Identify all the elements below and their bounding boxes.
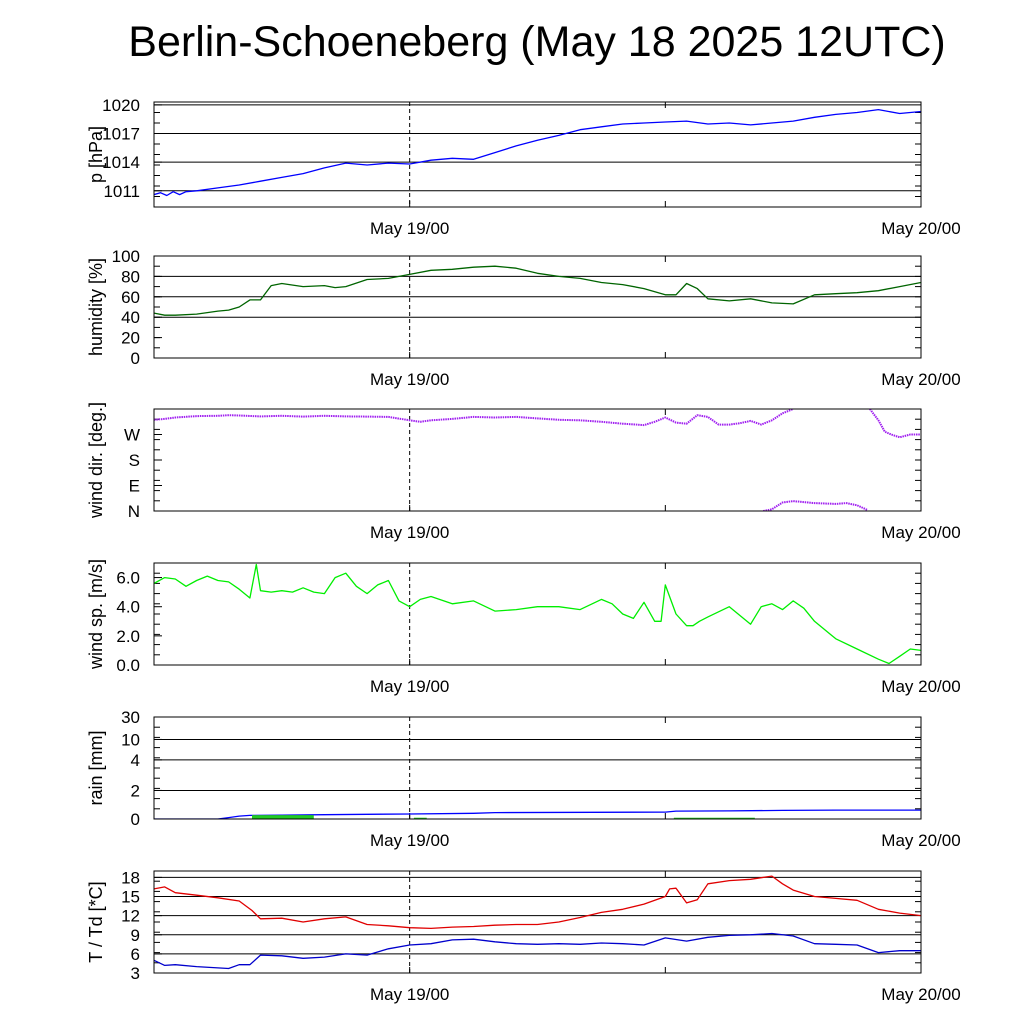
- y-tick-label: 12: [121, 907, 140, 926]
- x-tick-label: May 19/00: [370, 523, 449, 542]
- plot-frame: [153, 870, 922, 974]
- plot-frame: [153, 562, 922, 666]
- series-line-rain-0-0: [154, 809, 921, 819]
- plot-frame: [153, 716, 922, 820]
- panel-pressure: 1011 1014 1017 1020 p [hPa] May 19/00 May 20/0…: [86, 96, 961, 238]
- y-tick-label: 9: [131, 926, 140, 945]
- y-tick-label: 4.0: [116, 598, 140, 617]
- x-tick-label: May 20/00: [881, 219, 960, 238]
- plot-frame: [153, 101, 922, 208]
- plot-frame: [153, 255, 922, 359]
- y-tick-label: 10: [121, 730, 140, 749]
- y-axis-label: wind sp. [m/s]: [86, 559, 106, 670]
- x-tick-label: May 19/00: [370, 985, 449, 1004]
- y-tick-label: 0: [131, 810, 140, 829]
- series-line-wind_direction-0-0: [154, 409, 794, 427]
- y-tick-label: 1011: [103, 182, 140, 201]
- panel-rain: 0 2 4 10 30 rain [mm] May 19/00 May 20/00: [86, 708, 961, 850]
- x-tick-label: May 19/00: [370, 370, 449, 389]
- y-tick-label: 15: [121, 888, 140, 907]
- y-axis-label: p [hPa]: [86, 126, 106, 183]
- series-line-wind_direction-0-2: [763, 500, 869, 511]
- y-tick-label: 60: [121, 288, 140, 307]
- y-tick-label: 1017: [102, 125, 140, 144]
- y-tick-label: 2: [131, 781, 140, 800]
- y-tick-label: W: [124, 426, 140, 445]
- y-tick-label: 0: [131, 349, 140, 368]
- y-tick-label: 80: [121, 267, 140, 286]
- y-tick-label: E: [129, 477, 140, 496]
- series-line-wind_speed-0-0: [154, 563, 921, 665]
- x-tick-label: May 20/00: [881, 370, 960, 389]
- y-tick-label: 18: [121, 868, 140, 887]
- rain-rate-bar: [413, 817, 427, 819]
- y-tick-label: 3: [131, 964, 140, 983]
- y-tick-label: 6: [131, 945, 140, 964]
- x-tick-label: May 19/00: [370, 677, 449, 696]
- series-line-temperature-0-0: [154, 875, 921, 930]
- series-line-humidity-0-0: [154, 265, 921, 316]
- y-axis-label: wind dir. [deg.]: [86, 402, 106, 519]
- x-tick-label: May 20/00: [881, 831, 960, 850]
- x-tick-label: May 20/00: [881, 523, 960, 542]
- y-tick-label: 1014: [102, 153, 140, 172]
- y-tick-label: 0.0: [116, 656, 140, 675]
- y-tick-label: 1020: [102, 96, 140, 115]
- rain-rate-bar: [252, 815, 314, 819]
- y-axis-label: rain [mm]: [86, 730, 106, 805]
- x-tick-label: May 20/00: [881, 677, 960, 696]
- x-tick-label: May 19/00: [370, 219, 449, 238]
- series-line-pressure-0-0: [154, 108, 921, 197]
- y-tick-label: 20: [121, 329, 140, 348]
- series-line-wind_direction-0-1: [869, 409, 921, 439]
- chart-title: Berlin-Schoeneberg (May 18 2025 12UTC): [128, 18, 946, 66]
- y-tick-label: N: [128, 502, 140, 521]
- rain-rate-bar: [673, 817, 755, 819]
- plot-frame: [153, 408, 922, 512]
- y-axis-label: T / Td [*C]: [86, 881, 106, 962]
- y-tick-label: 6.0: [116, 569, 140, 588]
- x-tick-label: May 20/00: [881, 985, 960, 1004]
- y-tick-label: S: [129, 451, 140, 470]
- y-tick-label: 2.0: [116, 627, 140, 646]
- x-tick-label: May 19/00: [370, 831, 449, 850]
- y-tick-label: 40: [121, 308, 140, 327]
- y-axis-label: humidity [%]: [86, 258, 106, 356]
- y-tick-label: 4: [131, 751, 140, 770]
- y-tick-label: 30: [121, 708, 140, 727]
- series-line-temperature-1-0: [154, 932, 921, 970]
- y-tick-label: 100: [112, 247, 140, 266]
- panel-wind_speed: 0.0 2.0 4.0 6.0 wind sp. [m/s] May 19/00 May 2…: [86, 559, 961, 696]
